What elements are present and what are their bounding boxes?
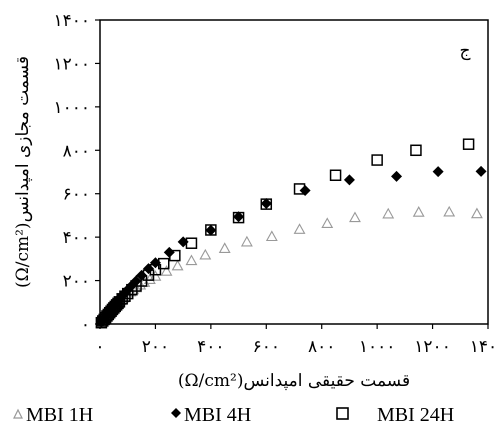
legend: MBI 1H MBI 4H MBI 24H bbox=[13, 404, 454, 426]
legend-label-mbi-1h: MBI 1H bbox=[26, 404, 93, 426]
legend-label-mbi-24h: MBI 24H bbox=[377, 404, 454, 426]
data-point-triangle bbox=[185, 254, 198, 266]
data-point-triangle bbox=[240, 235, 253, 247]
data-point-triangle bbox=[218, 242, 231, 253]
x-tick-label: ۲۰۰ bbox=[142, 337, 169, 357]
data-point-triangle bbox=[293, 223, 306, 234]
data-point-diamond bbox=[205, 224, 217, 236]
x-axis-ticks: ۰ ۲۰۰ ۴۰۰ ۶۰۰ ۸۰۰ ۱۰۰۰ ۱۲۰۰ ۱۴۰۰ bbox=[95, 324, 500, 357]
data-point-triangle bbox=[171, 259, 184, 271]
y-tick-label: ۴۰۰ bbox=[63, 228, 90, 248]
legend-item-mbi-1h: MBI 1H bbox=[13, 404, 93, 426]
data-point-square bbox=[135, 275, 148, 287]
data-point-square bbox=[185, 237, 198, 249]
data-point-diamond bbox=[432, 166, 444, 178]
data-point-triangle bbox=[443, 205, 456, 217]
x-tick-label: ۴۰۰ bbox=[197, 337, 224, 357]
data-point-square bbox=[232, 211, 245, 224]
legend-marker-triangle bbox=[13, 408, 23, 419]
y-tick-label: ۱۴۰۰ bbox=[53, 11, 90, 31]
data-point-square bbox=[149, 263, 162, 276]
x-tick-label: ۰ bbox=[95, 337, 104, 357]
data-point-square bbox=[260, 198, 273, 210]
legend-item-mbi-24h: MBI 24H bbox=[336, 404, 454, 426]
data-point-triangle bbox=[412, 206, 425, 217]
data-point-square bbox=[126, 283, 138, 296]
data-point-triangle bbox=[321, 217, 334, 229]
data-point-triangle bbox=[199, 248, 212, 260]
panel-label: ج bbox=[460, 41, 471, 61]
series-mbi-4h bbox=[95, 165, 487, 328]
data-point-square bbox=[121, 287, 134, 300]
data-point-square bbox=[371, 154, 383, 166]
legend-label-mbi-4h: MBI 4H bbox=[184, 404, 251, 426]
y-axis-title: قسمت مجازی امپدانس(Ω/cm²) bbox=[13, 56, 33, 288]
x-tick-label: ۱۴۰۰ bbox=[470, 337, 500, 357]
data-point-square bbox=[205, 224, 217, 236]
y-tick-label: ۱۲۰۰ bbox=[53, 54, 90, 74]
series-mbi-1h bbox=[95, 205, 483, 328]
x-tick-label: ۱۰۰۰ bbox=[359, 337, 396, 357]
plot-area-frame bbox=[99, 19, 489, 325]
data-point-triangle bbox=[349, 211, 361, 223]
data-point-square bbox=[119, 290, 131, 302]
data-point-square bbox=[410, 144, 422, 157]
y-tick-label: ۸۰۰ bbox=[63, 141, 90, 161]
legend-marker-diamond bbox=[171, 408, 181, 418]
data-point-diamond bbox=[260, 197, 272, 209]
y-tick-label: ۲۰۰ bbox=[63, 272, 90, 292]
y-tick-label: ۱۰۰۰ bbox=[53, 98, 90, 118]
legend-marker-square bbox=[336, 407, 349, 420]
data-point-triangle bbox=[265, 230, 278, 242]
y-tick-label: ۶۰۰ bbox=[63, 185, 90, 205]
series-mbi-24h bbox=[95, 138, 475, 329]
data-point-triangle bbox=[160, 265, 173, 276]
data-point-square bbox=[157, 257, 170, 270]
y-axis-ticks: ۰ ۲۰۰ ۴۰۰ ۶۰۰ ۸۰۰ ۱۰۰۰ ۱۲۰۰ ۱۴۰۰ bbox=[53, 11, 100, 335]
legend-item-mbi-4h: MBI 4H bbox=[171, 404, 251, 426]
x-axis-title: قسمت حقیقی امپدانس(Ω/cm²) bbox=[178, 371, 410, 391]
data-point-square bbox=[169, 249, 181, 262]
data-point-triangle bbox=[382, 207, 395, 219]
data-point-square bbox=[293, 183, 306, 195]
data-point-diamond bbox=[233, 211, 245, 223]
x-tick-label: ۱۲۰۰ bbox=[414, 337, 451, 357]
data-point-diamond bbox=[391, 170, 403, 182]
x-tick-label: ۸۰۰ bbox=[308, 337, 335, 357]
data-point-triangle bbox=[470, 207, 483, 219]
series-layer bbox=[95, 138, 487, 329]
data-point-square bbox=[462, 138, 475, 150]
data-point-diamond bbox=[143, 263, 154, 275]
x-tick-label: ۶۰۰ bbox=[253, 337, 280, 357]
data-point-square bbox=[329, 169, 342, 182]
y-tick-label: ۰ bbox=[81, 315, 90, 335]
data-point-diamond bbox=[343, 174, 355, 186]
data-point-diamond bbox=[475, 165, 487, 177]
data-point-triangle bbox=[143, 273, 156, 285]
